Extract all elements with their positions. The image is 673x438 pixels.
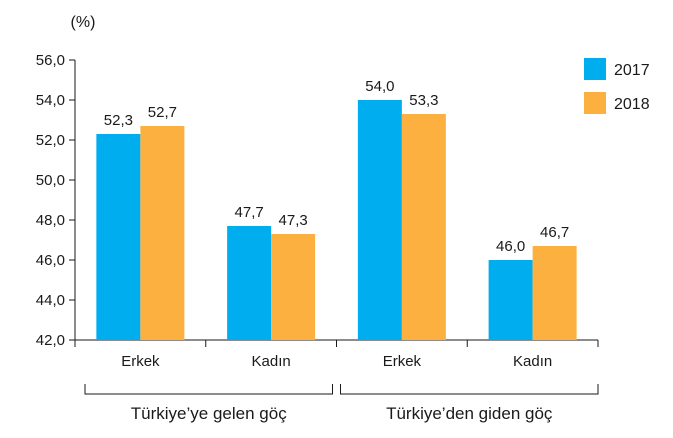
data-label: 47,7 (235, 204, 264, 221)
data-label: 52,7 (148, 104, 177, 121)
group-bracket (340, 384, 599, 395)
bar (357, 100, 402, 340)
group-bracket (84, 384, 333, 395)
bar (271, 234, 316, 340)
y-unit-label: (%) (71, 14, 96, 31)
x-tick-labels: Erkek Kadın Erkek Kadın (121, 353, 552, 370)
y-tick-label: 42,0 (36, 332, 65, 349)
y-tick-label: 44,0 (36, 292, 65, 309)
y-tick-label: 46,0 (36, 252, 65, 269)
data-label: 52,3 (104, 112, 133, 129)
group-label: Türkiye’den giden göç (386, 404, 553, 423)
bar (532, 246, 577, 340)
legend-swatch (584, 58, 606, 80)
bar (140, 126, 185, 340)
group-label: Türkiye’ye gelen göç (131, 404, 287, 423)
y-tick-label: 50,0 (36, 172, 65, 189)
data-label: 46,7 (540, 224, 569, 241)
y-tick-label: 48,0 (36, 212, 65, 229)
legend-label: 2018 (614, 96, 650, 113)
data-label: 47,3 (279, 212, 308, 229)
legend-swatch (584, 92, 606, 114)
data-label: 53,3 (409, 92, 438, 109)
data-label: 46,0 (496, 238, 525, 255)
bar (401, 114, 446, 340)
x-tick-label: Erkek (383, 353, 422, 370)
x-tick-label: Erkek (121, 353, 160, 370)
y-tick-label: 52,0 (36, 132, 65, 149)
bars: 52,3 52,7 47,7 47,3 54,0 53,3 46,0 46,7 (96, 78, 577, 340)
y-tick-label: 54,0 (36, 92, 65, 109)
y-tick-labels: 42,0 44,0 46,0 48,0 50,0 52,0 54,0 56,0 (36, 52, 65, 349)
legend: 2017 2018 (584, 58, 650, 114)
x-tick-label: Kadın (252, 353, 291, 370)
y-tick-label: 56,0 (36, 52, 65, 69)
bar (96, 134, 141, 340)
bar (488, 260, 533, 340)
legend-label: 2017 (614, 62, 650, 79)
bar (227, 226, 272, 340)
group-brackets: Türkiye’ye gelen göç Türkiye’den giden gö… (84, 384, 599, 423)
data-label: 54,0 (365, 78, 394, 95)
x-tick-label: Kadın (513, 353, 552, 370)
